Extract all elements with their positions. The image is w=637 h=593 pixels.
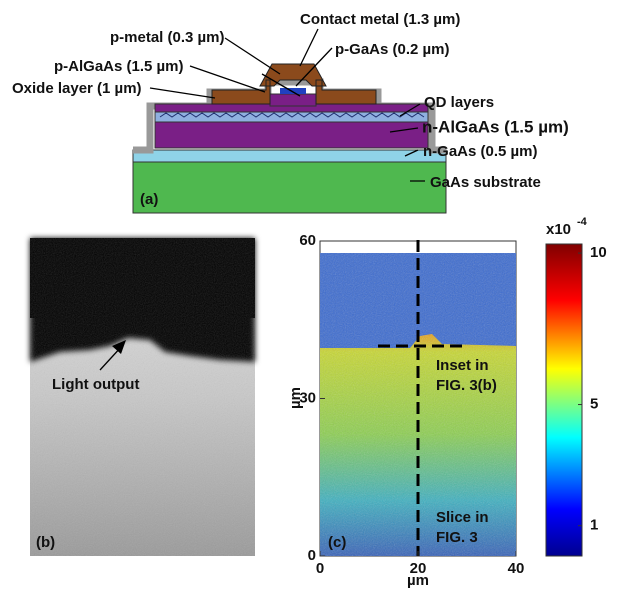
y-tick-label: 0 [308,547,316,564]
layer-label: GaAs substrate [430,174,541,191]
colorbar-tick-label: 5 [590,396,598,413]
colorbar [546,244,582,556]
layer-label: p-AlGaAs (1.5 µm) [54,58,184,75]
panel-label: (a) [140,191,158,208]
annotation: Light output [52,376,139,393]
x-tick-label: 0 [316,560,324,577]
colorbar-tick-label: 1 [590,517,598,534]
substrate [133,162,446,213]
layer-label: n-AlGaAs (1.5 µm) [422,117,569,136]
panel-label: (c) [328,534,346,551]
y-tick-label: 30 [299,389,316,406]
panel-b: Light output (b) [30,238,255,556]
p-algaas [270,94,316,106]
n-gaas-layer [133,150,446,162]
layer-label: p-GaAs (0.2 µm) [335,41,450,58]
n-algaas [155,122,428,148]
layer-label: p-metal (0.3 µm) [110,29,225,46]
colorbar-tick-label: 10 [590,244,607,261]
panel-label: (b) [36,534,55,551]
panel-a: Contact metal (1.3 µm) p-metal (0.3 µm) … [12,11,569,213]
x-tick-label: 40 [508,560,525,577]
figure: Contact metal (1.3 µm) p-metal (0.3 µm) … [0,0,637,593]
layer-label: Oxide layer (1 µm) [12,80,142,97]
y-tick-label: 60 [299,232,316,249]
p-gaas [280,88,306,94]
colorbar-exponent: -4 [577,216,588,228]
colorbar-multiplier: x10 [546,221,571,238]
layer-label: QD layers [424,94,494,111]
x-tick-label: 20 [410,560,427,577]
layer-label: n-GaAs (0.5 µm) [423,143,538,160]
layer-label: Contact metal (1.3 µm) [300,11,460,28]
image-noise [30,238,255,556]
